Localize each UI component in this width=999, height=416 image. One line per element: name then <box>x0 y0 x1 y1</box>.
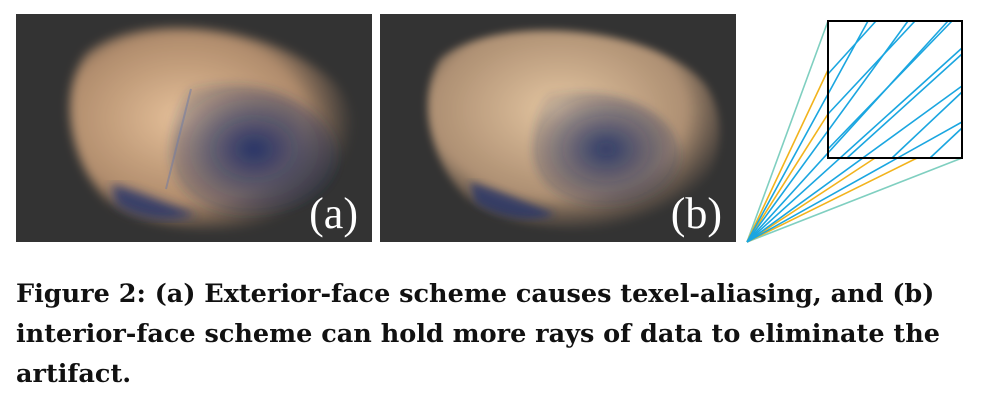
texel-box <box>827 20 963 159</box>
aliasing-ray <box>746 69 829 243</box>
boundary-ray <box>746 20 829 243</box>
interior-ray-segment <box>891 91 963 159</box>
fur-volume-render-b <box>427 30 721 230</box>
interior-ray <box>746 20 869 243</box>
panel-a-render: (a) <box>16 14 372 242</box>
fur-volume-render-a <box>69 27 355 230</box>
boundary-ray <box>746 157 963 243</box>
boundary-rays <box>746 20 963 243</box>
ray-texel-diagram <box>746 20 963 243</box>
interior-ray-segment <box>846 53 963 159</box>
aliasing-ray <box>746 113 829 243</box>
interior-ray-segment <box>827 20 877 75</box>
aliasing-rays <box>746 69 918 243</box>
interior-ray <box>746 85 963 243</box>
panel-label-a: (a) <box>309 189 358 238</box>
interior-rays <box>746 20 963 243</box>
interior-ray-segment <box>827 20 916 115</box>
aliasing-ray <box>746 157 876 243</box>
interior-ray-segment <box>929 127 963 159</box>
figure-caption: Figure 2: (a) Exterior-face scheme cause… <box>16 279 940 389</box>
panel-b-render: (b) <box>380 14 736 242</box>
interior-ray <box>746 20 949 243</box>
interior-ray-segment <box>827 20 953 150</box>
interior-ray <box>746 121 963 243</box>
aliasing-ray <box>746 157 918 243</box>
interior-ray <box>746 47 963 243</box>
panel-label-b: (b) <box>670 189 722 238</box>
